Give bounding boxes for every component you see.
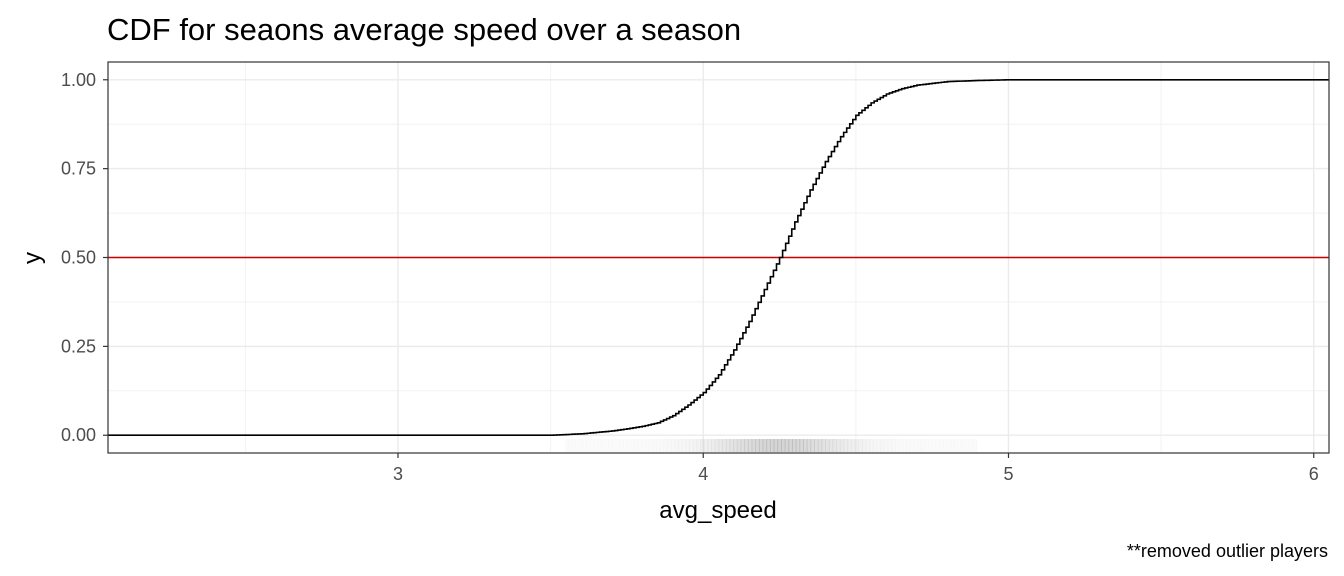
x-axis: 3 4 5 6 — [393, 453, 1319, 484]
grid-minor — [108, 62, 1329, 453]
series-group — [108, 78, 1329, 437]
y-tick-label: 1.00 — [61, 70, 96, 90]
x-tick-label: 4 — [698, 464, 708, 484]
y-tick-label: 0.25 — [61, 336, 96, 356]
y-tick-label: 0.50 — [61, 248, 96, 268]
x-axis-title: avg_speed — [659, 497, 776, 524]
chart-caption: **removed outlier players — [1127, 541, 1328, 561]
y-axis-title: y — [19, 252, 46, 264]
chart-title: CDF for seaons average speed over a seas… — [107, 12, 741, 47]
x-tick-label: 3 — [393, 464, 403, 484]
y-tick-label: 0.75 — [61, 159, 96, 179]
y-tick-label: 0.00 — [61, 425, 96, 445]
cdf-series-line — [108, 78, 1329, 437]
y-axis: 0.00 0.25 0.50 0.75 1.00 — [61, 70, 108, 445]
rug-marks — [565, 439, 978, 452]
x-tick-label: 5 — [1003, 464, 1013, 484]
x-tick-label: 6 — [1309, 464, 1319, 484]
